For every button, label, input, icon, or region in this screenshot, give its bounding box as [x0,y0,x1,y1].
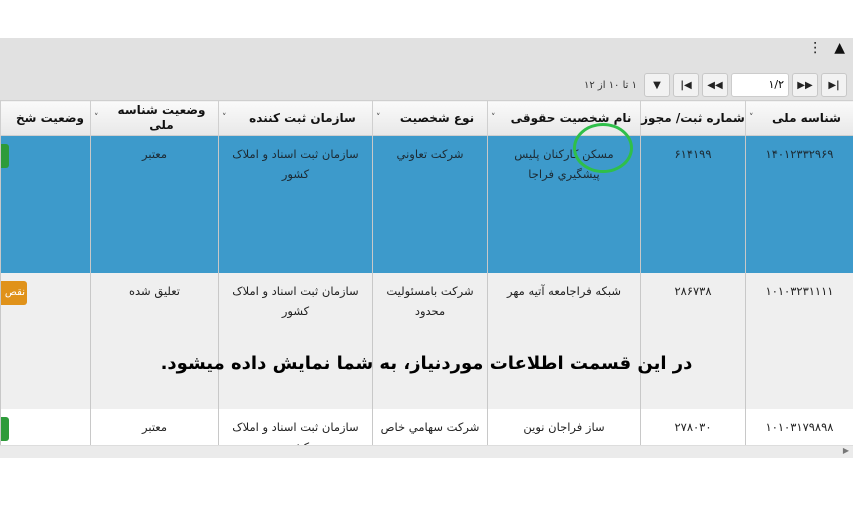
cell-name: ساز فراجان نوین [487,408,641,445]
col-national-id[interactable]: شناسه ملی ˅ [745,100,853,136]
page-value: ۱ [768,78,775,91]
next-page-button[interactable]: ▶▶ [792,73,818,97]
cell-national-id: ۱۰۱۰۳۲۳۱۱۱۱ [745,272,853,409]
table-row[interactable]: ۱۰۱۰۳۲۳۱۱۱۱ ۲۸۶۷۳۸ شبکه فراجامعه آتیه مهر ش… [0,272,853,409]
cell-id-status: معتبر [90,408,219,445]
cell-reg-no: ۲۸۶۷۳۸ [640,272,746,409]
first-page-button[interactable]: |◀ [673,73,699,97]
cell-status: نقص [0,272,91,409]
cell-type: شرکت سهامي خاص [372,408,488,445]
chevron-down-icon[interactable]: ˅ [94,113,99,123]
pager: ۱ تا ۱۰ از ۱۲ ▼ |◀ ◀◀ ۱/۲ ▶▶ ▶| [584,73,847,97]
cell-org: سازمان ثبت اسناد و املاک کشور [218,135,373,273]
col-label: سازمان ثبت کننده [249,110,356,125]
col-label: وضعیت شخ [15,110,84,125]
cell-org: سازمان ثبت اسناد و املاک کشور [218,272,373,409]
col-label: نوع شخصیت [399,110,475,125]
status-badge[interactable]: نقص [1,280,27,305]
status-badge[interactable] [1,416,9,441]
cell-status [0,135,91,273]
prev-page-button[interactable]: ◀◀ [702,73,728,97]
col-id-status[interactable]: وضعیت شناسه ملی ˅ [90,100,219,136]
col-label: وضعیت شناسه ملی [117,103,206,132]
cell-type: شرکت تعاوني [372,135,488,273]
first-page-icon: |◀ [680,79,692,91]
chevron-down-icon[interactable]: ˅ [376,113,381,123]
prev-page-icon: ◀◀ [707,79,723,91]
video-caption: در این قسمت اطلاعات موردنیاز، به شما نما… [160,353,693,374]
page-total: /۲ [774,78,784,91]
grid-toolbar: ⋮ ▲ ۱ تا ۱۰ از ۱۲ ▼ |◀ ◀◀ ۱/۲ ▶▶ ▶| [0,38,853,100]
annotation-circle [573,123,633,173]
col-status[interactable]: وضعیت شخ [0,100,91,136]
table-row[interactable]: ۱۰۱۰۳۱۷۹۸۹۸ ۲۷۸۰۳۰ ساز فراجان نوین شرکت سها… [0,408,853,445]
cell-name: شبکه فراجامعه آتیه مهر [487,272,641,409]
cell-reg-no: ۶۱۴۱۹۹ [640,135,746,273]
col-org[interactable]: سازمان ثبت کننده ˅ [218,100,373,136]
cell-national-id: ۱۴۰۱۲۳۳۲۹۶۹ [745,135,853,273]
col-type[interactable]: نوع شخصیت ˅ [372,100,488,136]
pager-info: ۱ تا ۱۰ از ۱۲ [583,79,637,91]
page-input[interactable]: ۱/۲ [731,73,789,97]
chevron-down-icon[interactable]: ˅ [222,113,227,123]
scroll-right-icon[interactable]: ▶ [842,446,849,455]
table-viewport: شناسه ملی ˅ شماره ثبت/ مجوز نام شخصیت حقو… [0,100,853,445]
cell-national-id: ۱۰۱۰۳۱۷۹۸۹۸ [745,408,853,445]
filter-button[interactable]: ▼ [644,73,670,97]
status-badge[interactable] [1,144,9,168]
cell-status [0,408,91,445]
last-page-icon: ▶| [828,79,840,91]
horizontal-scrollbar[interactable]: ▶ [0,445,853,458]
filter-icon: ▼ [653,79,661,91]
cell-name: مسکن کارکنان پلیس پیشگيري فراجا [487,135,641,273]
col-reg-no[interactable]: شماره ثبت/ مجوز [640,100,746,136]
col-label: نام شخصیت حقوقی [510,110,632,125]
col-label: شماره ثبت/ مجوز [641,110,745,125]
cell-org: سازمان ثبت اسناد و املاک کشور [218,408,373,445]
kebab-menu-icon[interactable]: ⋮ [808,40,823,56]
cell-type: شرکت بامسئولیت محدود [372,272,488,409]
chevron-up-icon[interactable]: ▲ [834,40,845,56]
chevron-down-icon[interactable]: ˅ [749,113,754,123]
cell-id-status: معتبر [90,135,219,273]
chevron-down-icon[interactable]: ˅ [491,113,496,123]
last-page-button[interactable]: ▶| [821,73,847,97]
table-row[interactable]: ۱۴۰۱۲۳۳۲۹۶۹ ۶۱۴۱۹۹ مسکن کارکنان پلیس پیشگي… [0,135,853,273]
cell-id-status: تعلیق شده [90,272,219,409]
next-page-icon: ▶▶ [797,79,813,91]
top-band [0,0,853,38]
results-table: شناسه ملی ˅ شماره ثبت/ مجوز نام شخصیت حقو… [0,100,853,445]
cell-reg-no: ۲۷۸۰۳۰ [640,408,746,445]
col-label: شناسه ملی [772,110,841,125]
